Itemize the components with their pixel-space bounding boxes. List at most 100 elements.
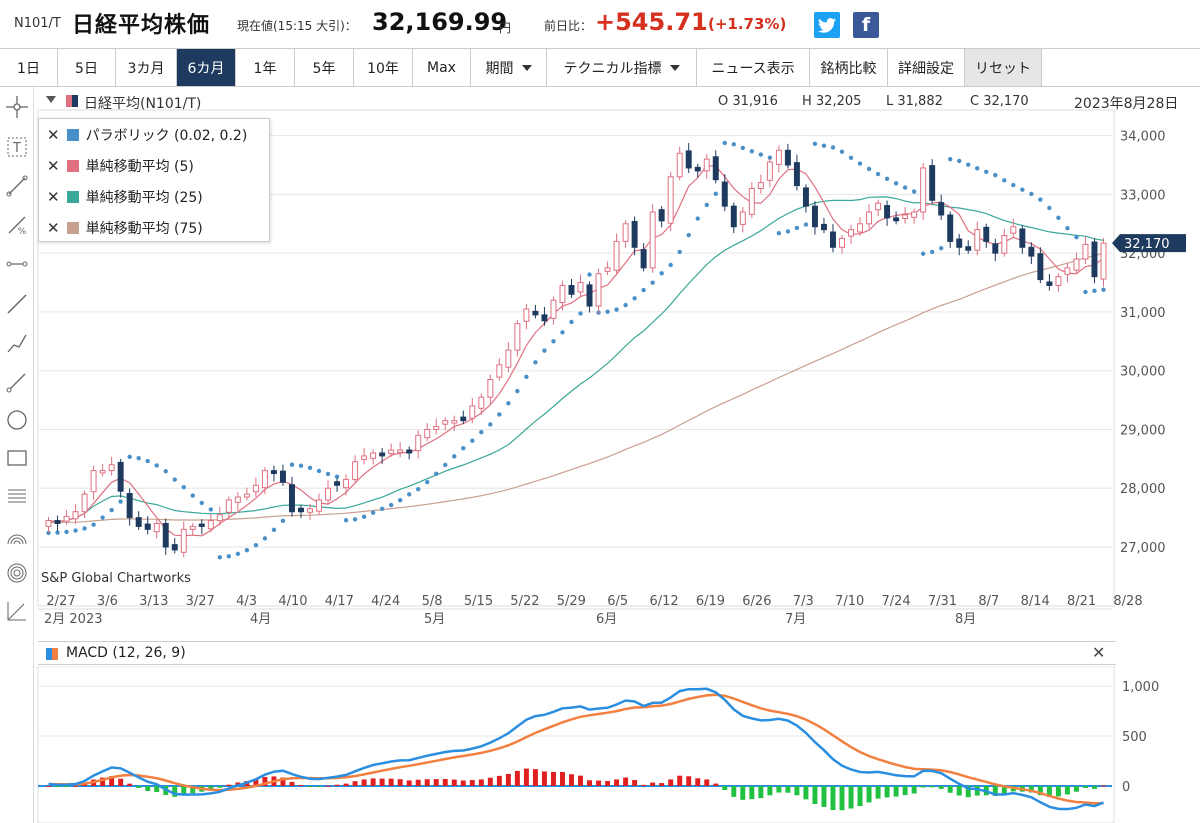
psar-dot [542,348,547,353]
remove-indicator-icon[interactable]: ✕ [47,218,60,237]
candle-body [992,243,999,254]
psar-dot [1020,187,1025,192]
x-tick-label: 5/8 [422,594,443,609]
candle-body [198,523,205,527]
page-header: N101/T 日経平均株価 現在値(15:15 大引)： 32,169.99 円… [0,0,1200,48]
period-10y-button[interactable]: 10年 [354,49,413,86]
legend-label: 単純移動平均 (25) [85,189,203,206]
macd-histogram-bar [1101,785,1106,787]
candle-body [965,246,972,251]
macd-histogram-bar [478,779,484,786]
remove-indicator-icon[interactable]: ✕ [47,156,60,175]
circle-tool-icon[interactable] [5,408,29,432]
x-tick-label: 7/3 [793,594,814,609]
x-tick-label: 6/5 [607,594,628,609]
price-tag [1112,234,1186,253]
candle-body [451,420,458,424]
macd-histogram-bar [695,778,701,786]
remove-indicator-icon[interactable]: ✕ [47,187,60,206]
macd-histogram-bar [920,786,926,788]
detail-settings-button[interactable]: 詳細設定 [888,49,965,86]
horizontal-line-tool-icon[interactable] [5,252,29,276]
facebook-share-button[interactable]: f [853,12,879,38]
ray-tool-icon[interactable] [5,370,29,394]
psar-dot [235,551,241,557]
close-macd-icon[interactable]: ✕ [1092,643,1106,662]
macd-histogram-bar [614,779,620,786]
twitter-share-button[interactable] [814,12,840,38]
macd-histogram-bar [100,777,106,786]
psar-dot [406,492,412,497]
currency-unit: 円 [499,21,512,35]
period-1y-button[interactable]: 1年 [236,49,295,86]
remove-indicator-icon[interactable]: ✕ [47,125,60,144]
candle-body [775,149,782,165]
psar-dot [199,500,204,506]
period-max-button[interactable]: Max [413,49,471,86]
macd-histogram-bar [316,786,322,787]
macd-chart[interactable]: 0 500 1,000 [0,666,1200,823]
period-3m-button[interactable]: 3カ月 [116,49,177,86]
macd-y-tick-label: 500 [1122,730,1147,745]
macd-histogram-bar [487,777,493,786]
news-display-button[interactable]: ニュース表示 [697,49,810,86]
psar-dot [271,527,277,533]
candle-body [902,214,909,219]
percent-line-tool-icon[interactable]: % [5,213,29,237]
period-1d-button[interactable]: 1日 [0,49,58,86]
x-tick-label: 3/27 [186,594,215,609]
macd-histogram-bar [1064,786,1070,795]
angle-tool-icon[interactable] [5,599,29,623]
technical-indicator-label: テクニカル指標 [563,60,662,77]
period-5d-button[interactable]: 5日 [58,49,116,86]
candle-body [406,449,413,454]
legend-label: パラボリック (0.02, 0.2) [85,127,248,144]
psar-dot [957,158,962,164]
candle-body [1001,235,1008,254]
technical-indicator-dropdown[interactable]: テクニカル指標 [547,49,697,86]
candle-body [622,223,629,242]
period-6m-button[interactable]: 6カ月 [177,49,236,86]
psar-dot [794,225,800,231]
candle-body [90,470,97,493]
reset-button[interactable]: リセット [965,49,1042,86]
candle-body [1091,241,1098,278]
candle-body [974,229,981,251]
candle-body [595,273,602,307]
macd-histogram-bar [1001,786,1007,795]
psar-dot [740,145,746,151]
y-tick-label: 30,000 [1120,365,1166,380]
macd-histogram-bar [974,786,980,796]
arc-tool-icon[interactable] [5,524,29,548]
psar-dot [479,429,484,435]
candle-body [307,508,313,513]
macd-histogram-bar [460,780,466,786]
line-tool-icon[interactable] [5,174,29,198]
macd-histogram-bar [127,783,133,786]
macd-histogram-bar [803,786,809,800]
period-5y-button[interactable]: 5年 [295,49,354,86]
text-tool-icon[interactable]: T [5,135,29,159]
macd-histogram-bar [578,775,583,786]
psar-dot [181,484,186,490]
x-tick-label: 3/13 [139,594,168,609]
macd-histogram-bar [623,777,629,786]
polyline-tool-icon[interactable] [5,331,29,355]
x-tick-label: 4/24 [371,594,400,609]
crosshair-tool-icon[interactable] [5,95,29,119]
period-dropdown[interactable]: 期間 [471,49,547,86]
fibonacci-tool-icon[interactable] [5,484,29,508]
candle-body [649,211,656,269]
legend-swatch [66,190,79,203]
concentric-circle-tool-icon[interactable] [5,561,29,585]
candle-body [523,308,530,322]
ohlc-high: H 32,205 [802,94,862,109]
rectangle-tool-icon[interactable] [5,446,29,470]
compare-button[interactable]: 銘柄比較 [810,49,888,86]
candle-body [577,282,584,293]
candle-body [180,528,187,553]
trend-line-tool-icon[interactable] [5,292,29,316]
psar-dot [966,162,971,167]
collapse-triangle-icon[interactable] [46,96,56,104]
legend-item-sma75: ✕ 単純移動平均 (75) [39,212,269,243]
